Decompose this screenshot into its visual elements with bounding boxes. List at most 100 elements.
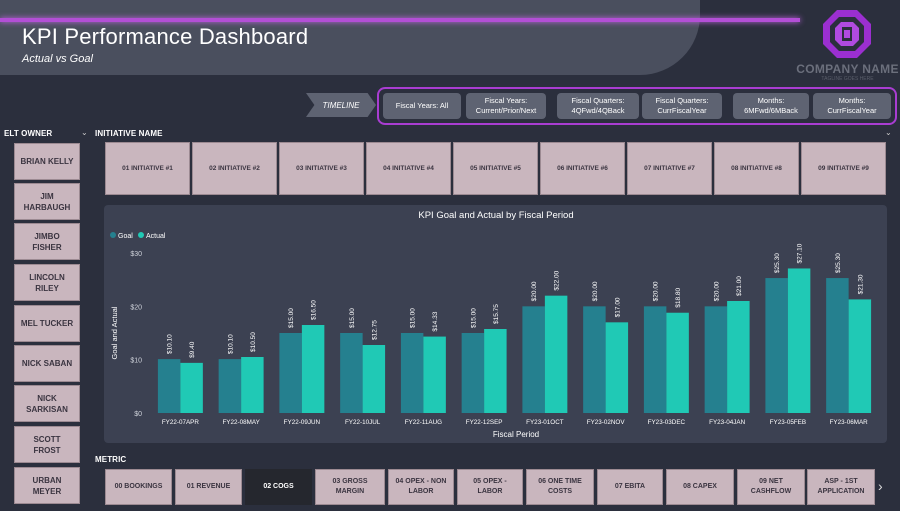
initiative-button[interactable]: 05 INITIATIVE #5 bbox=[453, 142, 538, 195]
x-tick-label: FY23-02NOV bbox=[587, 419, 626, 426]
data-label-actual: $12.75 bbox=[371, 320, 378, 340]
data-label-actual: $22.00 bbox=[554, 270, 561, 290]
initiative-label: 08 INITIATIVE #8 bbox=[731, 165, 782, 172]
metric-button[interactable]: 07 EBITA bbox=[597, 469, 663, 505]
elt-owner-chevron-down-icon[interactable]: ⌄ bbox=[81, 128, 88, 137]
bar-goal[interactable] bbox=[704, 306, 728, 413]
initiative-button[interactable]: 01 INITIATIVE #1 bbox=[105, 142, 190, 195]
bar-actual[interactable] bbox=[787, 268, 811, 413]
bar-actual[interactable] bbox=[544, 295, 568, 413]
bar-actual[interactable] bbox=[727, 301, 750, 413]
initiative-button[interactable]: 04 INITIATIVE #4 bbox=[366, 142, 451, 195]
data-label-goal: $20.00 bbox=[531, 281, 538, 301]
metric-button[interactable]: 01 REVENUE bbox=[175, 469, 242, 505]
data-label-actual: $10.50 bbox=[250, 332, 257, 352]
metric-button[interactable]: 04 OPEX - NON LABOR bbox=[388, 469, 454, 505]
initiative-button[interactable]: 07 INITIATIVE #7 bbox=[627, 142, 712, 195]
bar-goal[interactable] bbox=[340, 333, 363, 413]
bar-actual[interactable] bbox=[605, 322, 629, 413]
x-tick-label: FY22-10JUL bbox=[345, 419, 381, 426]
bar-actual[interactable] bbox=[301, 325, 325, 413]
timeline-fiscal-quarters-curr-button[interactable]: Fiscal Quarters: CurrFiscalYear bbox=[642, 93, 722, 119]
bar-goal[interactable] bbox=[826, 278, 849, 413]
elt-owner-label: NICK SABAN bbox=[21, 359, 73, 368]
elt-owner-item[interactable]: MEL TUCKER bbox=[14, 305, 80, 342]
metric-button[interactable]: 03 GROSS MARGIN bbox=[315, 469, 385, 505]
initiative-chevron-down-icon[interactable]: ⌄ bbox=[885, 128, 892, 137]
company-tagline: TAGLINE GOES HERE bbox=[821, 76, 874, 82]
timeline-fiscal-years-all-button[interactable]: Fiscal Years: All bbox=[383, 93, 461, 119]
elt-owner-label: HARBAUGH bbox=[23, 202, 71, 212]
initiative-label: 04 INITIATIVE #4 bbox=[383, 165, 434, 172]
metric-label: LABOR bbox=[408, 488, 434, 495]
elt-owner-item[interactable]: NICK SARKISAN bbox=[14, 385, 80, 422]
timeline-button-label: Fiscal Quarters: bbox=[571, 96, 625, 105]
metric-button[interactable]: 05 OPEX - LABOR bbox=[457, 469, 523, 505]
initiative-button[interactable]: 06 INITIATIVE #6 bbox=[540, 142, 625, 195]
initiative-label: 06 INITIATIVE #6 bbox=[557, 165, 608, 172]
timeline-fiscal-years-current-button[interactable]: Fiscal Years: Current/Prior/Next bbox=[466, 93, 546, 119]
initiative-label: 09 INITIATIVE #9 bbox=[818, 165, 869, 172]
elt-owner-item[interactable]: SCOTT FROST bbox=[14, 426, 80, 463]
x-tick-label: FY22-12SEP bbox=[466, 419, 503, 426]
bar-goal[interactable] bbox=[522, 306, 545, 413]
y-tick-label: $30 bbox=[130, 251, 142, 258]
data-label-goal: $15.00 bbox=[410, 308, 417, 328]
data-label-goal: $25.30 bbox=[774, 253, 781, 273]
bar-actual[interactable] bbox=[484, 329, 507, 413]
elt-owner-item[interactable]: BRIAN KELLY bbox=[14, 143, 80, 180]
timeline-button-label: Months: bbox=[838, 96, 866, 105]
metric-button[interactable]: 08 CAPEX bbox=[666, 469, 734, 505]
bar-goal[interactable] bbox=[765, 278, 788, 413]
x-tick-label: FY23-06MAR bbox=[830, 419, 869, 426]
elt-owner-item[interactable]: URBAN MEYER bbox=[14, 467, 80, 504]
initiative-label: 02 INITIATIVE #2 bbox=[209, 165, 260, 172]
metric-label: 03 GROSS bbox=[332, 478, 368, 485]
bar-actual[interactable] bbox=[362, 345, 386, 413]
bar-actual[interactable] bbox=[241, 357, 264, 413]
initiative-name-header: INITIATIVE NAME bbox=[95, 129, 163, 138]
metric-label: 06 ONE TIME bbox=[538, 478, 582, 485]
bar-actual[interactable] bbox=[180, 362, 203, 413]
bar-goal[interactable] bbox=[279, 333, 302, 413]
timeline-months-curr-button[interactable]: Months: CurrFiscalYear bbox=[813, 93, 891, 119]
bar-goal[interactable] bbox=[643, 306, 667, 413]
elt-owner-item[interactable]: JIMBO FISHER bbox=[14, 223, 80, 260]
elt-owner-item[interactable]: NICK SABAN bbox=[14, 345, 80, 382]
metric-button[interactable]: ASP - 1ST APPLICATION bbox=[807, 469, 875, 505]
timeline-button-label: Fiscal Quarters: bbox=[655, 96, 709, 105]
page-title: KPI Performance Dashboard bbox=[22, 24, 309, 49]
legend-swatch-actual bbox=[138, 232, 144, 238]
metric-button[interactable]: 00 BOOKINGS bbox=[105, 469, 172, 505]
bar-goal[interactable] bbox=[157, 359, 181, 413]
metric-button-selected[interactable]: 02 COGS bbox=[245, 469, 312, 505]
initiative-button[interactable]: 02 INITIATIVE #2 bbox=[192, 142, 277, 195]
x-tick-label: FY23-01OCT bbox=[526, 419, 564, 426]
initiative-button[interactable]: 08 INITIATIVE #8 bbox=[714, 142, 799, 195]
timeline-months-6m-button[interactable]: Months: 6MFwd/6MBack bbox=[733, 93, 809, 119]
metric-button[interactable]: 06 ONE TIME COSTS bbox=[526, 469, 594, 505]
page-subtitle: Actual vs Goal bbox=[22, 53, 93, 65]
bar-goal[interactable] bbox=[218, 359, 242, 413]
initiative-button[interactable]: 03 INITIATIVE #3 bbox=[279, 142, 364, 195]
bar-goal[interactable] bbox=[583, 306, 606, 413]
timeline-fiscal-quarters-4q-button[interactable]: Fiscal Quarters: 4QFwd/4QBack bbox=[557, 93, 639, 119]
x-tick-label: FY23-04JAN bbox=[709, 419, 745, 426]
kpi-bar-chart: KPI Goal and Actual by Fiscal Period Goa… bbox=[110, 210, 872, 439]
elt-owner-item[interactable]: LINCOLN RILEY bbox=[14, 264, 80, 301]
bar-goal[interactable] bbox=[461, 333, 485, 413]
x-axis-label: Fiscal Period bbox=[493, 430, 539, 439]
bar-actual[interactable] bbox=[423, 336, 446, 413]
x-tick-label: FY22-08MAY bbox=[222, 419, 260, 426]
metric-next-chevron-icon[interactable]: › bbox=[878, 478, 883, 494]
elt-owner-label: MEYER bbox=[32, 486, 62, 496]
kpi-chart-panel: KPI Goal and Actual by Fiscal Period Goa… bbox=[104, 205, 887, 443]
data-label-actual: $21.30 bbox=[857, 274, 864, 294]
bar-actual[interactable] bbox=[666, 312, 689, 413]
initiative-button[interactable]: 09 INITIATIVE #9 bbox=[801, 142, 886, 195]
elt-owner-item[interactable]: JIM HARBAUGH bbox=[14, 183, 80, 220]
data-label-actual: $21.00 bbox=[736, 276, 743, 296]
bar-goal[interactable] bbox=[400, 333, 424, 413]
bar-actual[interactable] bbox=[848, 299, 872, 413]
metric-button[interactable]: 09 NET CASHFLOW bbox=[737, 469, 805, 505]
